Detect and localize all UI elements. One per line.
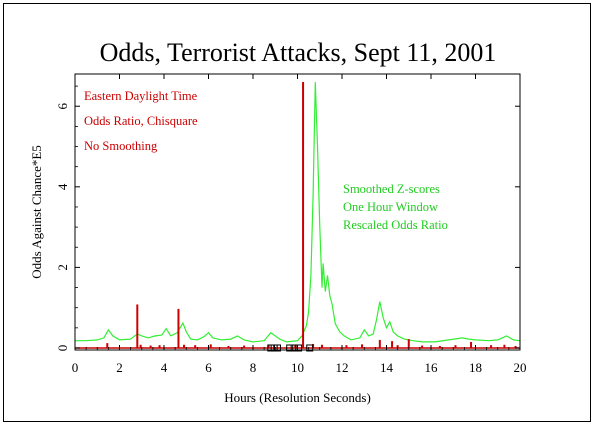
x-tick-label: 4 [161,360,168,375]
smoothed-z-series [75,82,521,343]
annotation-left-0: Eastern Daylight Time [84,89,198,103]
y-tick-label: 0 [55,345,70,352]
annotation-right-0: Smoothed Z-scores [343,182,440,196]
annotation-left-2: No Smoothing [84,139,158,153]
annotation-left-1: Odds Ratio, Chisquare [84,114,198,128]
x-tick-label: 6 [205,360,212,375]
annotation-layer: Eastern Daylight Time Odds Ratio, Chisqua… [84,89,448,232]
event-marker [273,344,281,352]
x-tick-label: 16 [425,360,439,375]
x-tick-label: 12 [336,360,349,375]
y-axis-label: Odds Against Chance*E5 [29,145,44,279]
x-tick-label: 0 [72,360,79,375]
axis-layer: 0 2 4 6 8 10 12 14 16 18 20 0 2 4 6 Hours (Resolution S… [29,73,527,405]
y-tick-label: 4 [55,183,70,190]
chart-frame [3,3,591,422]
x-tick-label: 14 [380,360,394,375]
x-axis-label: Hours (Resolution Seconds) [224,390,371,405]
x-tick-label: 10 [291,360,304,375]
event-marker [295,344,303,352]
event-marker [306,344,314,352]
x-tick-label: 2 [116,360,123,375]
series-layer [75,82,521,352]
x-tick-label: 8 [250,360,257,375]
annotation-right-2: Rescaled Odds Ratio [343,218,448,232]
annotation-right-1: One Hour Window [343,200,438,214]
x-tick-label: 20 [514,360,527,375]
x-tick-label: 18 [469,360,482,375]
chart-title: Odds, Terrorist Attacks, Sept 11, 2001 [99,38,497,67]
y-tick-label: 2 [55,264,70,271]
y-tick-label: 6 [55,102,70,109]
